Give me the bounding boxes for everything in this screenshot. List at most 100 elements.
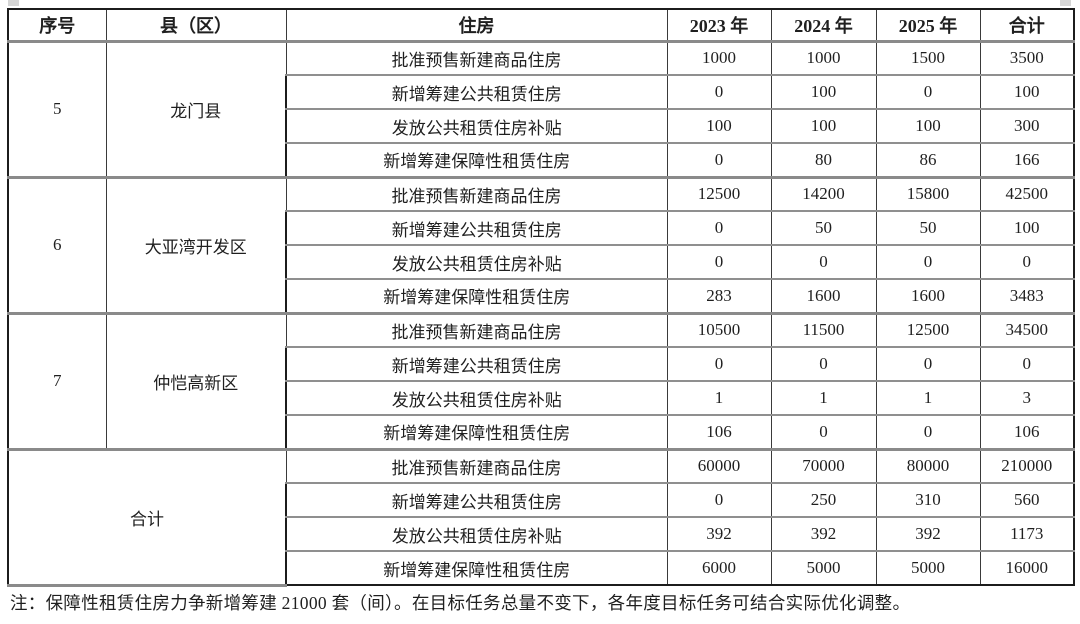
cell-value-total: 0 [979, 346, 1075, 382]
table-row: 新增筹建公共租赁住房 0 100 0 100 [8, 74, 1075, 110]
header-year-2023: 2023 年 [666, 8, 772, 42]
cell-housing-type: 新增筹建公共租赁住房 [285, 210, 668, 246]
table-row: 新增筹建公共租赁住房 0 250 310 560 [8, 482, 1075, 518]
cell-value-2023: 6000 [666, 550, 772, 586]
cell-value-2023: 0 [666, 142, 772, 178]
cell-value-2024: 11500 [770, 311, 877, 348]
cell-value-total: 210000 [979, 447, 1075, 484]
cell-value-2025: 1500 [875, 39, 981, 76]
cell-value-2024: 5000 [770, 550, 877, 586]
table-row: 发放公共租赁住房补贴 100 100 100 300 [8, 108, 1075, 144]
cell-value-total: 100 [979, 74, 1075, 110]
cell-value-2024: 392 [770, 516, 877, 552]
cell-value-2025: 12500 [875, 311, 981, 348]
cell-value-2023: 1000 [666, 39, 772, 76]
table-row: 7 仲恺高新区 批准预售新建商品住房 10500 11500 12500 34500 [7, 311, 1075, 451]
header-year-2025: 2025 年 [875, 8, 981, 42]
cell-value-2023: 0 [666, 346, 772, 382]
cell-value-total: 3500 [979, 39, 1075, 76]
cell-value-2024: 250 [770, 482, 877, 518]
cell-housing-type: 发放公共租赁住房补贴 [285, 108, 668, 144]
cell-value-2025: 86 [875, 142, 981, 178]
table-row: 新增筹建保障性租赁住房 6000 5000 5000 16000 [8, 550, 1075, 586]
cell-value-2023: 106 [666, 414, 772, 450]
footnote: 注：保障性租赁住房力争新增筹建 21000 套（间）。在目标任务总量不变下，各年… [10, 593, 911, 613]
cell-housing-type: 新增筹建保障性租赁住房 [285, 550, 668, 586]
cell-value-2025: 15800 [875, 175, 981, 212]
cell-value-2024: 0 [770, 244, 877, 280]
cell-value-2025: 50 [875, 210, 981, 246]
cell-value-total: 560 [979, 482, 1075, 518]
header-serial: 序号 [7, 8, 107, 42]
table-row: 5 龙门县 批准预售新建商品住房 1000 1000 1500 3500 [7, 39, 1075, 179]
cell-value-2025: 0 [875, 244, 981, 280]
cell-value-2023: 392 [666, 516, 772, 552]
cell-housing-type: 批准预售新建商品住房 [285, 311, 668, 348]
cell-value-total: 1173 [979, 516, 1075, 552]
table-row: 新增筹建保障性租赁住房 283 1600 1600 3483 [8, 278, 1075, 314]
cell-value-2025: 310 [875, 482, 981, 518]
table-row: 新增筹建公共租赁住房 0 50 50 100 [8, 210, 1075, 246]
cell-value-2024: 70000 [770, 447, 877, 484]
cell-value-2025: 392 [875, 516, 981, 552]
cell-value-2023: 0 [666, 74, 772, 110]
cell-housing-type: 新增筹建保障性租赁住房 [285, 142, 668, 178]
cell-housing-type: 新增筹建公共租赁住房 [285, 482, 668, 518]
cell-value-2024: 14200 [770, 175, 877, 212]
table-row: 新增筹建保障性租赁住房 0 80 86 166 [8, 142, 1075, 178]
header-row: 序号 县（区） 住房 2023 年 2024 年 2025 年 合计 [7, 8, 1075, 42]
cell-district: 仲恺高新区 [105, 311, 287, 451]
table-row: 6 大亚湾开发区 批准预售新建商品住房 12500 14200 15800 42500 [7, 175, 1075, 315]
cell-value-total: 0 [979, 244, 1075, 280]
cell-value-2024: 80 [770, 142, 877, 178]
cell-value-2024: 100 [770, 74, 877, 110]
cell-value-2025: 80000 [875, 447, 981, 484]
screenshot-artifact-top-right [1060, 0, 1071, 6]
cell-value-2023: 0 [666, 210, 772, 246]
cell-serial: 5 [7, 39, 107, 179]
cell-housing-type: 批准预售新建商品住房 [285, 39, 668, 76]
cell-serial: 6 [7, 175, 107, 315]
cell-value-2023: 60000 [666, 447, 772, 484]
cell-value-total: 3483 [979, 278, 1075, 314]
cell-housing-type: 发放公共租赁住房补贴 [285, 244, 668, 280]
table-row: 合计 批准预售新建商品住房 60000 70000 80000 210000 [7, 447, 1075, 587]
cell-value-2023: 0 [666, 244, 772, 280]
header-housing: 住房 [285, 8, 668, 42]
cell-value-2024: 1600 [770, 278, 877, 314]
cell-value-2023: 100 [666, 108, 772, 144]
cell-value-2024: 1 [770, 380, 877, 416]
cell-housing-type: 新增筹建保障性租赁住房 [285, 278, 668, 314]
cell-housing-type: 新增筹建公共租赁住房 [285, 346, 668, 382]
cell-value-2023: 283 [666, 278, 772, 314]
cell-value-total: 166 [979, 142, 1075, 178]
cell-value-2024: 0 [770, 414, 877, 450]
cell-serial: 7 [7, 311, 107, 451]
cell-value-2025: 5000 [875, 550, 981, 586]
cell-value-2024: 1000 [770, 39, 877, 76]
cell-district: 龙门县 [105, 39, 287, 179]
cell-housing-type: 新增筹建公共租赁住房 [285, 74, 668, 110]
header-grand-total: 合计 [979, 8, 1075, 42]
screenshot-artifact-top-left [8, 0, 19, 6]
cell-value-2024: 100 [770, 108, 877, 144]
cell-value-total: 300 [979, 108, 1075, 144]
cell-value-2025: 0 [875, 346, 981, 382]
header-year-2024: 2024 年 [770, 8, 877, 42]
table-row: 发放公共租赁住房补贴 0 0 0 0 [8, 244, 1075, 280]
cell-housing-type: 批准预售新建商品住房 [285, 447, 668, 484]
cell-value-total: 3 [979, 380, 1075, 416]
cell-value-2025: 1 [875, 380, 981, 416]
table-row: 新增筹建公共租赁住房 0 0 0 0 [8, 346, 1075, 382]
cell-total-label: 合计 [7, 447, 287, 587]
cell-value-2025: 1600 [875, 278, 981, 314]
cell-value-2025: 0 [875, 414, 981, 450]
cell-value-2025: 0 [875, 74, 981, 110]
cell-value-total: 34500 [979, 311, 1075, 348]
cell-value-total: 106 [979, 414, 1075, 450]
cell-value-2023: 0 [666, 482, 772, 518]
header-district: 县（区） [105, 8, 287, 42]
cell-value-total: 42500 [979, 175, 1075, 212]
cell-housing-type: 批准预售新建商品住房 [285, 175, 668, 212]
cell-value-total: 16000 [979, 550, 1075, 586]
